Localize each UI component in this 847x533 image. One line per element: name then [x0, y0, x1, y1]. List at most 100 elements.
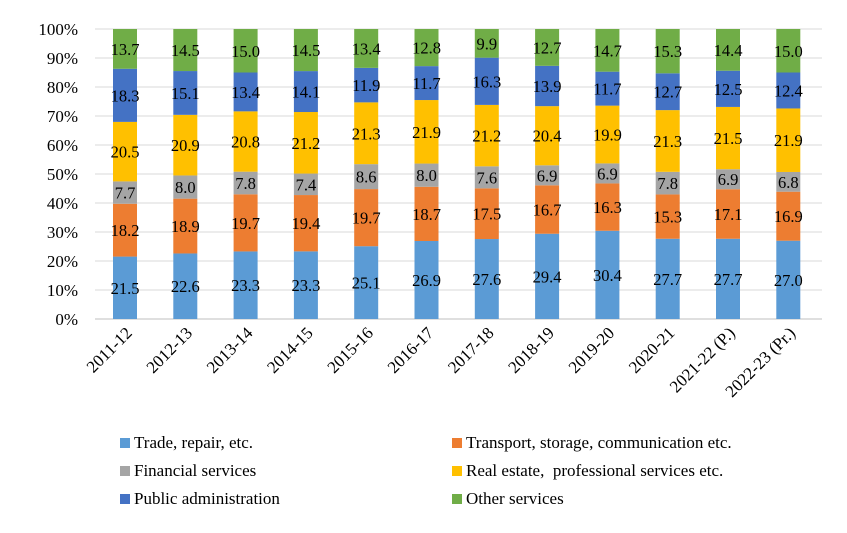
y-tick-label: 10% [47, 281, 78, 300]
data-label: 19.9 [593, 126, 622, 145]
legend-label: Transport, storage, communication etc. [466, 433, 732, 452]
data-label: 21.5 [714, 129, 743, 148]
bar-segment [293, 112, 318, 174]
data-label: 6.9 [537, 166, 558, 185]
data-label: 18.2 [111, 221, 140, 240]
data-label: 7.8 [657, 174, 678, 193]
bar-segment [354, 164, 379, 190]
bar-segment [716, 169, 740, 190]
data-label: 27.7 [714, 270, 743, 289]
data-label: 8.0 [416, 166, 437, 185]
bar-segment [474, 29, 499, 58]
bar-segment [414, 186, 439, 241]
bar-segment [776, 72, 801, 109]
bar-segment [776, 108, 801, 172]
data-label: 23.3 [291, 276, 320, 295]
bar-segment [595, 71, 620, 106]
y-tick-label: 100% [38, 20, 78, 39]
data-label: 14.5 [171, 41, 200, 60]
bar-segment [293, 173, 318, 196]
data-label: 9.9 [476, 34, 497, 53]
bar-segment [233, 29, 258, 73]
legend-label: Public administration [134, 489, 280, 508]
legend-item: Other services [452, 488, 812, 510]
bar-segment [354, 29, 379, 68]
y-tick-label: 60% [47, 136, 78, 155]
data-label: 6.8 [778, 173, 799, 192]
bar-segment [595, 105, 620, 164]
data-label: 7.6 [476, 168, 497, 187]
data-label: 29.4 [533, 267, 562, 286]
data-label: 15.3 [653, 208, 682, 227]
data-label: 20.8 [231, 133, 260, 152]
bar-segment [414, 29, 439, 67]
bar-segment [414, 66, 439, 101]
bar-segment [655, 110, 680, 172]
bar-segment [293, 195, 318, 252]
bar-segment [474, 57, 499, 105]
data-label: 18.9 [171, 217, 200, 236]
bar-segment [233, 194, 258, 252]
bar-segment [354, 246, 379, 319]
data-label: 20.4 [533, 127, 562, 146]
data-label: 21.2 [291, 134, 320, 153]
data-label: 16.7 [533, 201, 562, 220]
data-label: 16.9 [774, 207, 803, 226]
y-tick-label: 0% [55, 310, 78, 329]
bar-segment [535, 106, 560, 166]
bar-segment [293, 71, 318, 113]
bar-segment [595, 29, 620, 72]
legend-swatch-icon [120, 438, 130, 448]
data-label: 23.3 [231, 276, 260, 295]
data-label: 15.3 [653, 42, 682, 61]
bar-segment [233, 72, 258, 112]
data-label: 14.5 [291, 41, 320, 60]
data-label: 19.7 [352, 209, 381, 228]
x-axis: 2011-12 2012-13 2013-14 2014-15 2015-16 2016-… [83, 323, 799, 401]
bar-segment [414, 163, 439, 187]
legend: Trade, repair, etc. Transport, storage, c… [120, 432, 820, 510]
x-tick-label: 2016-17 [384, 323, 438, 377]
bar-segment [655, 194, 680, 239]
data-label: 27.0 [774, 271, 803, 290]
bar-segment [776, 171, 801, 192]
legend-item: Public administration [120, 488, 452, 510]
data-label: 12.4 [774, 81, 803, 100]
data-label: 13.7 [111, 40, 140, 59]
data-label: 7.4 [296, 175, 317, 194]
data-label: 7.7 [115, 184, 136, 203]
data-label: 27.7 [653, 270, 682, 289]
data-label: 11.7 [412, 74, 440, 93]
data-label: 17.1 [714, 205, 743, 224]
bar-segment [173, 114, 198, 176]
data-label: 15.0 [231, 42, 260, 61]
y-tick-label: 40% [47, 194, 78, 213]
stacked-bar-chart: 0% 10% 20% 30% 40% 50% 60% 70% 80% 90% 100% 21.5 18… [38, 20, 822, 401]
data-labels: 21.5 18.2 7.7 20.5 18.3 13.7 22.6 18.9 8.0 20.9 15… [111, 34, 803, 297]
data-label: 19.4 [291, 214, 320, 233]
data-label: 11.7 [593, 80, 621, 99]
data-label: 15.1 [171, 84, 200, 103]
data-label: 7.8 [235, 174, 256, 193]
data-label: 26.9 [412, 271, 441, 290]
bar-segment [716, 70, 740, 107]
data-label: 20.5 [111, 143, 140, 162]
bar-segment [655, 171, 680, 195]
bar-segment [595, 183, 620, 231]
data-label: 6.9 [718, 170, 739, 189]
bar-segment [655, 73, 680, 111]
bar-segment [414, 100, 439, 164]
bar-segment [113, 256, 137, 319]
bar-segment [595, 230, 620, 319]
data-label: 21.9 [774, 131, 803, 150]
bar-segment [113, 68, 137, 122]
data-label: 12.8 [412, 39, 441, 58]
x-tick-label: 2012-13 [143, 323, 197, 377]
y-tick-label: 30% [47, 223, 78, 242]
bar-segment [173, 29, 198, 72]
data-label: 11.9 [352, 76, 380, 95]
bar-segment [535, 165, 560, 186]
data-label: 21.2 [472, 127, 501, 146]
data-label: 15.0 [774, 42, 803, 61]
bar-segment [293, 251, 318, 319]
